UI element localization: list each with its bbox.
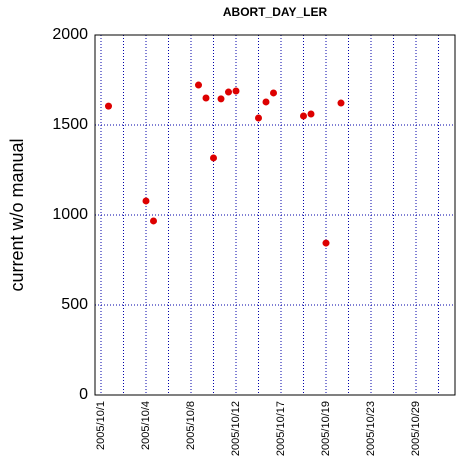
y-tick-label: 1500 xyxy=(52,116,88,133)
point xyxy=(322,239,330,247)
point xyxy=(255,114,262,122)
y-axis-label: current w/o manual xyxy=(7,138,27,291)
x-tick-label: 2005/10/4 xyxy=(140,401,152,450)
point xyxy=(300,112,307,120)
y-tick-label: 0 xyxy=(79,386,88,403)
x-tick-label: 2005/10/23 xyxy=(365,401,377,456)
x-tick-label: 2005/10/29 xyxy=(410,401,422,456)
point xyxy=(307,110,315,118)
point xyxy=(232,87,240,95)
point xyxy=(270,89,277,97)
y-tick-label: 1000 xyxy=(52,206,88,223)
point xyxy=(217,95,225,103)
point xyxy=(195,81,202,89)
y-tick-label: 500 xyxy=(61,296,88,313)
point xyxy=(210,154,217,162)
point xyxy=(105,102,112,110)
point xyxy=(202,94,210,102)
point xyxy=(142,197,150,205)
plot-frame xyxy=(94,34,456,396)
y-tick-label: 2000 xyxy=(52,26,88,43)
x-tick-label: 2005/10/19 xyxy=(320,401,332,456)
point xyxy=(150,217,157,225)
point xyxy=(262,98,270,106)
x-tick-label: 2005/10/1 xyxy=(95,401,107,450)
point xyxy=(337,99,345,107)
x-tick-label: 2005/10/17 xyxy=(275,401,287,456)
x-tick-label: 2005/10/8 xyxy=(185,401,197,450)
x-tick-label: 2005/10/12 xyxy=(230,401,242,456)
chart-title: ABORT_DAY_LER xyxy=(223,5,328,19)
point xyxy=(225,88,232,96)
